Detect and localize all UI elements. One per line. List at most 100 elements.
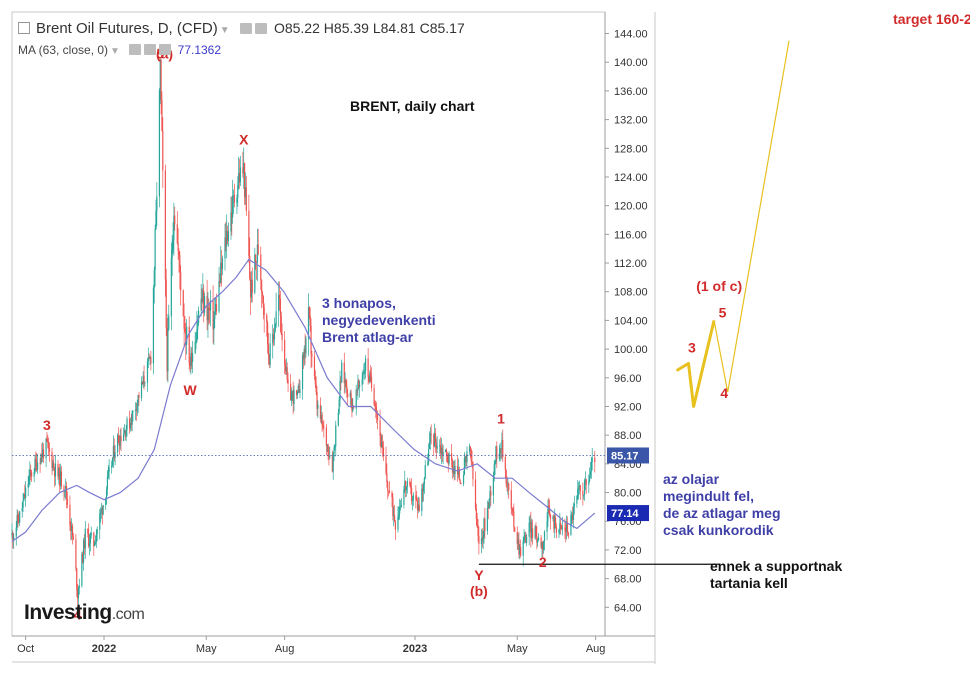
candle-body <box>405 481 407 491</box>
y-tick-label: 128.00 <box>614 143 648 155</box>
y-tick-label: 140.00 <box>614 57 648 69</box>
wave-label: 1 <box>497 411 505 427</box>
projection-label: 4 <box>720 385 728 401</box>
ma-label: MA (63, close, 0) <box>18 43 109 57</box>
candle-body <box>174 215 176 225</box>
x-tick-label: May <box>196 643 217 655</box>
projection-label: (1 of c) <box>696 278 742 294</box>
candle-body <box>525 534 527 543</box>
candle-body <box>108 467 110 472</box>
candle-body <box>142 375 144 385</box>
close-icon[interactable] <box>159 44 172 55</box>
candle-body <box>316 392 318 409</box>
candle-body <box>149 357 151 359</box>
candle-body <box>362 373 364 380</box>
candle-body <box>25 487 27 498</box>
candle-body <box>195 341 197 343</box>
settings-icon[interactable] <box>239 23 252 34</box>
candle-body <box>152 287 155 364</box>
candle-body <box>88 533 90 547</box>
candle-body <box>519 547 521 555</box>
candle-body <box>540 537 542 548</box>
candle-body <box>278 294 280 312</box>
high-value: 85.39 <box>333 20 369 36</box>
title-checkbox[interactable] <box>18 22 30 34</box>
candle-body <box>186 326 188 345</box>
candle-body <box>423 478 425 485</box>
candle-body <box>453 468 455 474</box>
candle-body <box>442 451 444 456</box>
candle-body <box>553 516 555 529</box>
candle-body <box>111 457 114 466</box>
x-tick-label: May <box>507 643 528 655</box>
candle-body <box>526 536 528 543</box>
candle-body <box>307 307 310 339</box>
candle-body <box>331 456 333 472</box>
candle-body <box>268 354 270 365</box>
candle-body <box>429 433 431 442</box>
candle-body <box>440 447 443 454</box>
candle-body <box>180 272 182 291</box>
candle-body <box>583 480 586 495</box>
candle-body <box>197 323 199 330</box>
candle-body <box>577 489 579 497</box>
wave-projection-thin <box>713 40 790 393</box>
eye-icon[interactable] <box>144 44 157 55</box>
candle-body <box>278 294 281 299</box>
candle-body <box>335 425 337 447</box>
candle-body <box>47 441 49 443</box>
candle-body <box>102 504 104 515</box>
candle-body <box>322 425 324 427</box>
candle-body <box>297 385 299 393</box>
candle-body <box>54 463 57 477</box>
settings-icon[interactable] <box>129 44 142 55</box>
candle-body <box>64 491 66 492</box>
chart-annotation-title: BRENT, daily chart <box>350 98 475 114</box>
eye-icon[interactable] <box>254 23 267 34</box>
candle-body <box>249 255 251 279</box>
candle-body <box>30 472 33 477</box>
candle-body <box>134 409 137 411</box>
candle-body <box>179 255 181 273</box>
candle-body <box>457 466 459 475</box>
ma-value: 77.1362 <box>177 43 222 57</box>
candle-body <box>386 473 388 483</box>
candle-body <box>94 543 96 546</box>
candle-body <box>349 392 351 397</box>
chevron-down-icon[interactable]: ▼ <box>219 25 230 36</box>
candle-body <box>243 162 246 198</box>
candle-body <box>30 469 32 473</box>
candle-body <box>359 384 361 387</box>
y-tick-label: 108.00 <box>614 287 648 299</box>
candle-body <box>120 435 122 442</box>
candle-body <box>376 413 379 421</box>
candle-body <box>399 506 401 514</box>
y-tick-label: 144.00 <box>614 29 648 41</box>
candle-body <box>209 308 211 311</box>
candle-body <box>355 390 357 409</box>
candle-body <box>472 462 474 480</box>
candle-body <box>167 329 169 372</box>
candle-body <box>128 418 131 429</box>
chevron-down-icon[interactable]: ▼ <box>110 46 120 57</box>
candle-body <box>368 376 370 382</box>
candle-body <box>226 231 229 241</box>
investing-logo: Investing.com <box>24 601 145 624</box>
candle-body <box>48 442 50 449</box>
candle-body <box>233 195 235 203</box>
candle-body <box>150 357 152 364</box>
candle-body <box>225 237 227 247</box>
candle-body <box>477 525 479 536</box>
candle-body <box>272 333 274 344</box>
candle-body <box>520 547 522 556</box>
candle-body <box>78 585 80 589</box>
candle-body <box>549 507 551 515</box>
candle-body <box>314 376 316 385</box>
candle-body <box>51 451 53 469</box>
candle-body <box>340 380 342 383</box>
candle-body <box>101 508 103 515</box>
candle-body <box>236 198 238 203</box>
candle-body <box>99 513 101 530</box>
candle-body <box>226 231 228 247</box>
